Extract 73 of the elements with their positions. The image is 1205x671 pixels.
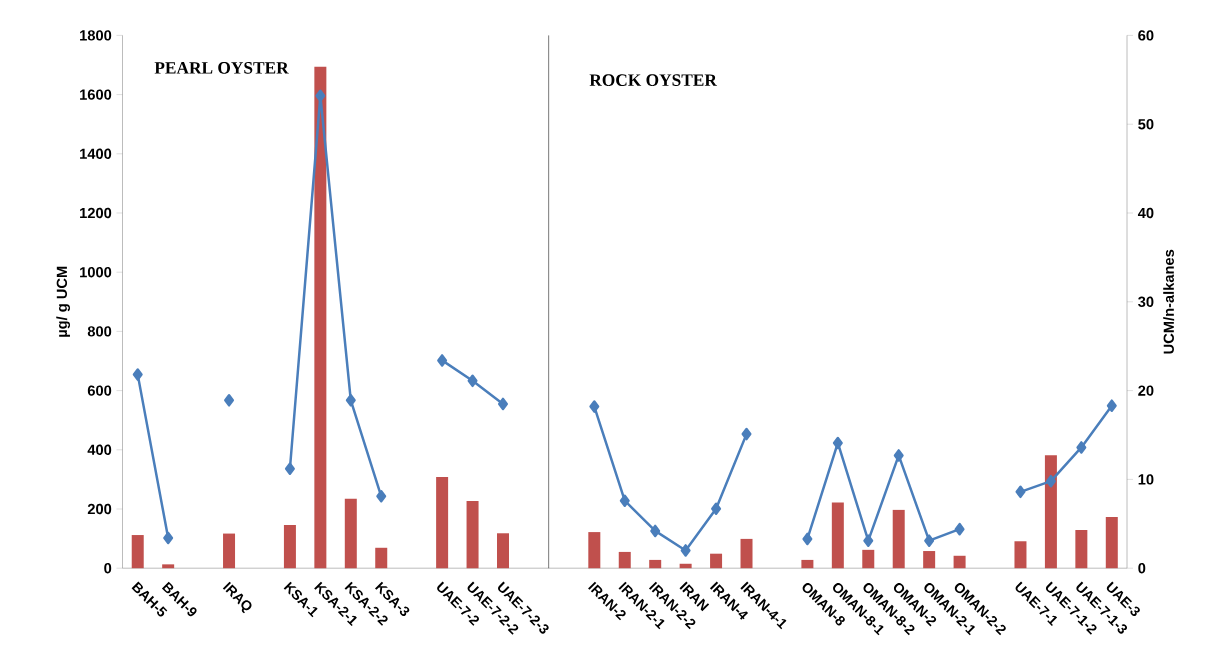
- bar: [1075, 530, 1088, 569]
- point: [680, 544, 691, 557]
- point: [863, 534, 874, 547]
- point: [315, 89, 326, 103]
- bar: [283, 524, 296, 569]
- y2-tick-label: 40: [1137, 207, 1154, 219]
- point: [284, 462, 295, 475]
- point: [1106, 399, 1117, 412]
- point: [711, 502, 722, 515]
- point: [1045, 474, 1056, 488]
- y2-tick-label: 50: [1138, 119, 1154, 130]
- y-tick-label: 1800: [80, 30, 112, 41]
- y-tick-label: 1400: [80, 148, 112, 159]
- point: [741, 427, 752, 441]
- point: [650, 524, 661, 538]
- point: [467, 374, 478, 388]
- point: [224, 394, 235, 407]
- annotation: PEARL OYSTER: [154, 62, 289, 74]
- y-tick-label: 1200: [80, 207, 112, 219]
- y-tick-label: 1600: [80, 89, 112, 100]
- point: [619, 494, 630, 507]
- bar: [436, 477, 449, 569]
- point: [893, 449, 904, 462]
- point: [954, 522, 965, 536]
- bar: [344, 498, 357, 569]
- point: [1015, 485, 1026, 499]
- bar: [1105, 516, 1118, 569]
- bar: [618, 551, 631, 569]
- point: [437, 354, 448, 367]
- bar: [162, 564, 175, 569]
- bar: [588, 532, 601, 569]
- bar: [1044, 455, 1057, 569]
- y2-tick-label: 0: [1138, 563, 1146, 574]
- y2-tick-label: 60: [1138, 30, 1154, 41]
- point: [498, 397, 508, 411]
- y-tick-label: 800: [87, 326, 112, 337]
- point: [802, 532, 813, 546]
- point: [1076, 441, 1087, 454]
- bar: [679, 563, 692, 569]
- point: [924, 534, 935, 547]
- bar: [314, 66, 327, 569]
- bar: [375, 547, 388, 569]
- y-tick-label: 1000: [80, 267, 112, 278]
- point: [132, 368, 143, 381]
- y2-tick-label: 30: [1138, 296, 1154, 308]
- y2-axis-title: UCM/n-alkanes: [1163, 249, 1175, 354]
- bar: [953, 555, 966, 569]
- y-tick-label: 600: [87, 385, 112, 396]
- point: [163, 531, 174, 545]
- bar: [862, 549, 875, 569]
- bar: [649, 559, 662, 569]
- annotation: ROCK OYSTER: [589, 74, 718, 86]
- bar: [710, 553, 723, 569]
- bar: [131, 535, 144, 569]
- bar: [801, 559, 814, 569]
- bar: [923, 551, 936, 569]
- bar: [1014, 541, 1027, 569]
- y2-tick-label: 20: [1138, 385, 1154, 396]
- y2-tick-label: 10: [1138, 474, 1154, 485]
- bar: [223, 533, 236, 569]
- y-axis-title: µg/ g UCM: [56, 266, 71, 337]
- bar: [740, 538, 753, 569]
- bar: [497, 533, 509, 569]
- point: [345, 394, 356, 407]
- point: [832, 436, 843, 450]
- point: [589, 400, 600, 413]
- y-tick-label: 400: [87, 444, 112, 455]
- y-tick-label: 0: [104, 563, 112, 574]
- bar: [831, 502, 844, 569]
- point: [376, 490, 387, 503]
- y-tick-label: 200: [87, 503, 112, 515]
- bar: [892, 509, 905, 569]
- bar: [466, 501, 479, 569]
